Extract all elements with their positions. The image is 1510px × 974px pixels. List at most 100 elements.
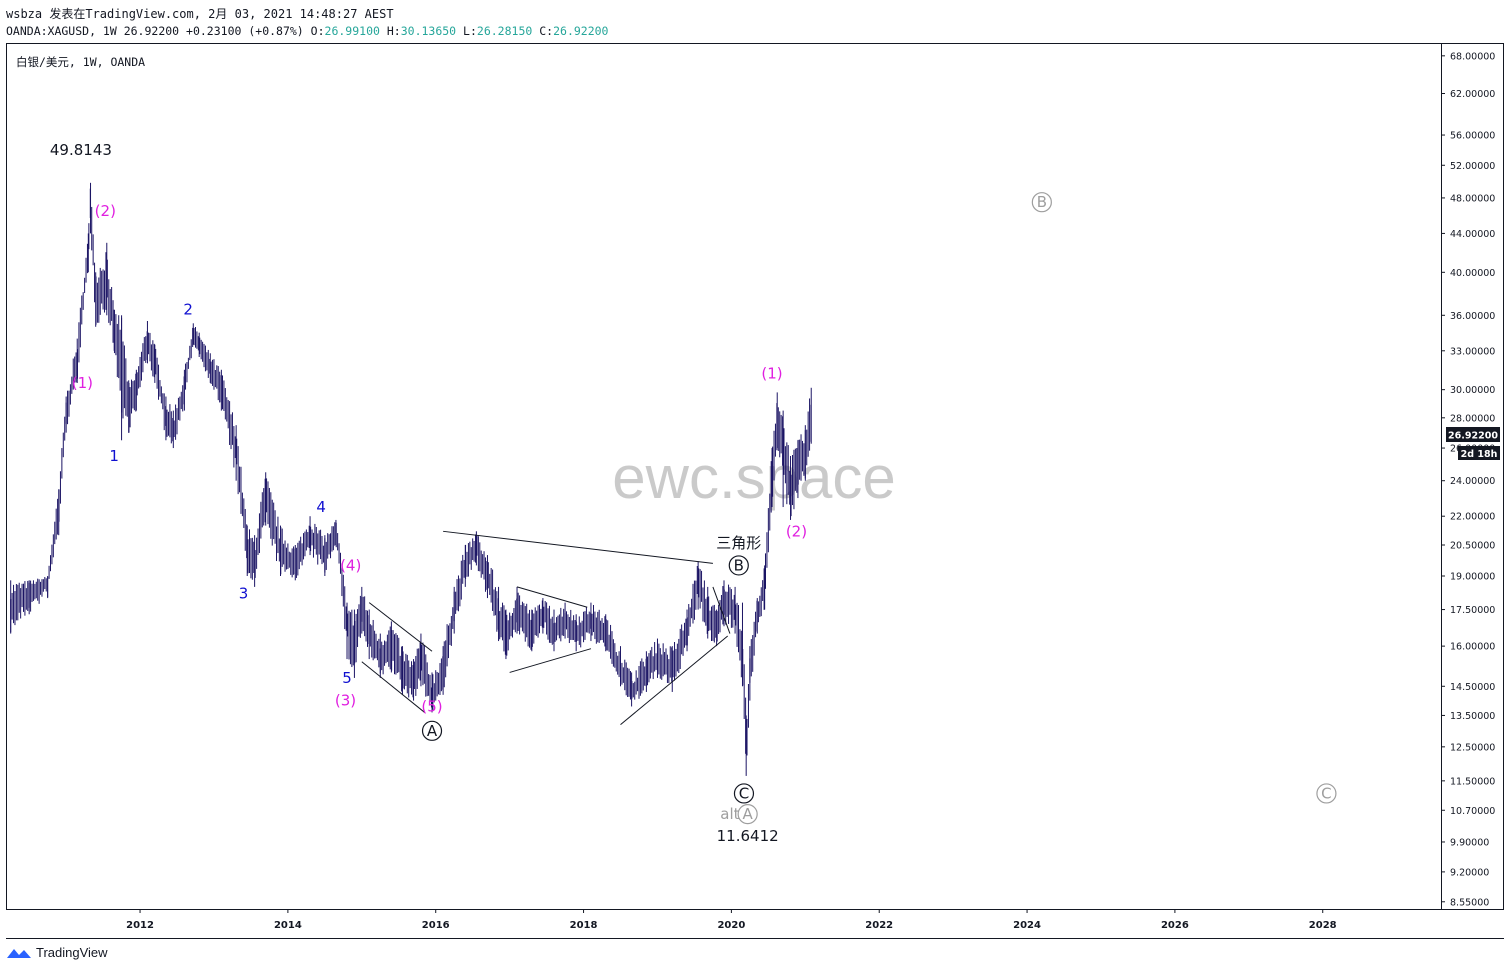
y-tick-label: 9.20000	[1450, 867, 1489, 878]
tradingview-footer[interactable]: TradingView	[6, 945, 108, 960]
wave-label: 1	[109, 447, 119, 465]
wave-circle-ring	[1316, 783, 1337, 804]
wave-circle-B: B	[728, 555, 749, 576]
wave-circle-label: A	[743, 805, 754, 823]
y-tick-label: 11.50000	[1450, 776, 1495, 787]
y-tick-label: 22.00000	[1450, 512, 1495, 523]
wave-circle-label: C	[1321, 784, 1331, 802]
wave-label: (1)	[761, 365, 782, 383]
y-tick-label: 14.50000	[1450, 682, 1495, 693]
high-value: 30.13650	[400, 24, 457, 38]
wave-circle-ring	[1031, 192, 1052, 213]
wave-label: 49.8143	[50, 141, 112, 159]
y-tick-label: 33.00000	[1450, 346, 1495, 357]
wave-circle-ring	[733, 783, 755, 804]
close-value: 26.92200	[553, 24, 609, 38]
wave-circle-ring	[737, 803, 758, 825]
y-tick-label: 36.00000	[1450, 311, 1495, 322]
y-tick-label: 16.00000	[1450, 642, 1495, 653]
y-tick-label: 30.00000	[1450, 385, 1495, 396]
change-label: +0.23100 (+0.87%)	[186, 24, 304, 38]
wave-label: 三角形	[716, 534, 761, 552]
open-label: O:	[310, 24, 325, 38]
footer-brand: TradingView	[36, 945, 108, 960]
y-tick-label: 13.50000	[1450, 711, 1495, 722]
countdown-tag	[1458, 446, 1500, 460]
x-tick-label: 2020	[717, 920, 745, 931]
symbol-legend: 白银/美元, 1W, OANDA	[16, 55, 145, 69]
price-bars	[10, 182, 812, 776]
price-badge: 26.92200 2d 18h	[1446, 427, 1500, 460]
countdown-text: 2d 18h	[1461, 449, 1498, 460]
wave-label: 5	[342, 669, 352, 687]
wave-circle-B: B	[1031, 192, 1052, 213]
y-tick-label: 28.00000	[1450, 413, 1495, 424]
y-tick-label: 24.00000	[1450, 476, 1495, 487]
x-tick-label: 2026	[1161, 920, 1189, 931]
open-value: 26.99100	[324, 24, 380, 38]
y-tick-label: 56.00000	[1450, 131, 1495, 142]
trendline	[620, 635, 729, 725]
wave-label: (4)	[340, 556, 361, 574]
y-tick-label: 8.55000	[1450, 897, 1489, 908]
wave-label: (5)	[421, 697, 442, 715]
wave-circle-ring	[421, 720, 443, 741]
wave-circle-C: C	[1316, 783, 1337, 804]
wave-circle-A: A	[737, 803, 758, 825]
trendline	[712, 586, 731, 634]
wave-circle-A: A	[421, 720, 443, 741]
publish-info: wsbza 发表在TradingView.com, 2月 03, 2021 14…	[6, 7, 394, 21]
y-axis: 68.00000 62.00000 56.00000 52.00000 48.00000…	[1441, 51, 1495, 908]
y-tick-label: 19.00000	[1450, 572, 1495, 583]
wave-label: 2	[183, 301, 193, 319]
wave-label: (2)	[786, 522, 807, 540]
wave-label: (2)	[95, 202, 116, 220]
x-tick-label: 2028	[1309, 920, 1337, 931]
price-axis-frame[interactable]	[1441, 43, 1504, 910]
trendline	[509, 648, 592, 673]
y-tick-label: 48.00000	[1450, 193, 1495, 204]
x-tick-label: 2024	[1013, 920, 1041, 931]
high-label: H:	[386, 24, 401, 38]
y-tick-label: 17.50000	[1450, 605, 1495, 616]
wave-label: (1)	[72, 374, 93, 392]
tradingview-logo-icon	[7, 948, 31, 958]
close-label: C:	[539, 24, 554, 38]
y-tick-label: 62.00000	[1450, 89, 1495, 100]
wave-circle-ring	[728, 555, 749, 576]
y-tick-label: 10.70000	[1450, 806, 1495, 817]
x-tick-label: 2014	[274, 920, 302, 931]
wave-circle-C: C	[733, 783, 755, 804]
x-tick-label: 2012	[126, 920, 154, 931]
wave-circle-label: B	[734, 556, 744, 574]
trendlines	[361, 530, 731, 725]
trendline	[443, 530, 713, 564]
wave-circle-label: B	[1037, 193, 1047, 211]
watermark: ewc.space	[612, 444, 895, 511]
x-axis: 2012 2014 2016 2018 2020 2022 2024 2026 2028	[126, 909, 1337, 931]
wave-circle-label: C	[739, 784, 749, 802]
y-tick-label: 12.50000	[1450, 742, 1495, 753]
y-tick-label: 44.00000	[1450, 229, 1495, 240]
low-value: 26.28150	[476, 24, 533, 38]
wave-label: (3)	[335, 692, 356, 710]
ohlc-bar: OANDA:XAGUSD, 1W 26.92200 +0.23100 (+0.8…	[6, 24, 608, 38]
wave-label: 3	[239, 585, 249, 603]
wave-label: 4	[316, 498, 326, 516]
y-tick-label: 40.00000	[1450, 268, 1495, 279]
low-label: L:	[463, 24, 477, 38]
symbol-label: OANDA:XAGUSD, 1W 26.92200	[6, 24, 180, 38]
last-price-tag	[1446, 427, 1500, 442]
y-tick-label: 9.90000	[1450, 837, 1489, 848]
y-tick-label: 20.50000	[1450, 541, 1495, 552]
x-tick-label: 2016	[422, 920, 450, 931]
y-tick-label: 52.00000	[1450, 161, 1495, 172]
y-tick-label: 68.00000	[1450, 51, 1495, 62]
wave-label: alt	[720, 805, 739, 823]
trendline	[516, 586, 588, 608]
trendline	[368, 602, 433, 652]
wave-label: 11.6412	[717, 827, 779, 845]
wave-circle-label: A	[427, 722, 438, 740]
